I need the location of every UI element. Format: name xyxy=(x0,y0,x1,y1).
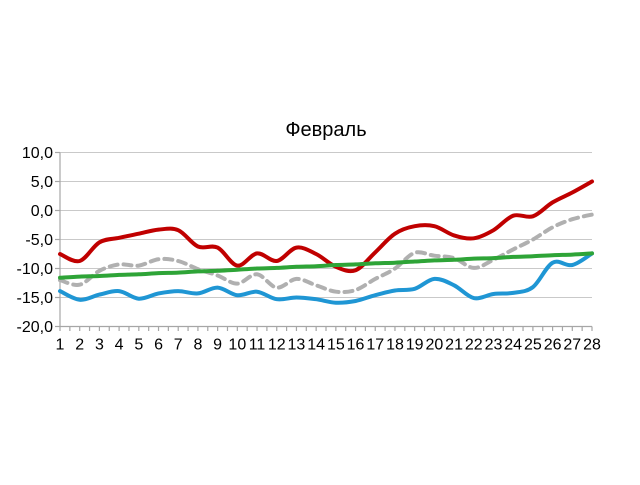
x-axis-label: 5 xyxy=(134,337,143,354)
x-axis-label: 10 xyxy=(228,337,246,354)
y-axis-label: -10,0 xyxy=(17,261,54,278)
x-axis-label: 17 xyxy=(366,337,384,354)
x-axis-label: 27 xyxy=(563,337,581,354)
y-axis-label: 0,0 xyxy=(31,203,53,220)
x-axis-label: 13 xyxy=(288,337,306,354)
x-axis-label: 11 xyxy=(249,337,266,354)
x-axis-label: 25 xyxy=(524,337,542,354)
x-axis-label: 7 xyxy=(174,337,183,354)
x-axis-label: 2 xyxy=(75,337,84,354)
series-red-line xyxy=(58,179,594,274)
x-axis-label: 1 xyxy=(56,337,65,354)
y-axis-label: -5,0 xyxy=(25,232,53,249)
x-axis-label: 22 xyxy=(465,337,483,354)
x-axis-label: 19 xyxy=(406,337,424,354)
x-axis-label: 18 xyxy=(386,337,404,354)
x-axis-label: 12 xyxy=(268,337,286,354)
x-axis-label: 4 xyxy=(115,337,124,354)
x-axis-label: 23 xyxy=(485,337,503,354)
y-axis-label: -20,0 xyxy=(17,319,54,336)
x-axis-label: 26 xyxy=(544,337,562,354)
x-axis-label: 20 xyxy=(425,337,443,354)
x-axis-label: 15 xyxy=(327,337,345,354)
series-lines xyxy=(58,179,594,305)
y-axis-label: 5,0 xyxy=(31,174,53,191)
series-gray-dashed-line xyxy=(58,212,594,295)
x-axis-label: 3 xyxy=(95,337,104,354)
axes xyxy=(55,151,593,331)
x-axis-label: 6 xyxy=(154,337,163,354)
tick-labels: 10,05,00,0-5,0-10,0-15,0-20,01 2 3 4 5 6 7 8 9 10… xyxy=(17,145,601,354)
x-axis-label: 16 xyxy=(347,337,365,354)
chart-title: Февраль xyxy=(285,119,366,141)
x-axis-label: 9 xyxy=(213,337,222,354)
x-axis-label: 14 xyxy=(307,337,325,354)
x-axis-label: 21 xyxy=(445,337,463,354)
x-axis-label: 24 xyxy=(504,337,522,354)
y-axis-label: -15,0 xyxy=(17,290,54,307)
x-axis-label: 8 xyxy=(193,337,202,354)
y-axis-label: 10,0 xyxy=(22,145,53,162)
series-green-trend-line xyxy=(58,251,594,280)
x-axis-label: 28 xyxy=(583,337,601,354)
series-blue-line xyxy=(58,251,594,305)
